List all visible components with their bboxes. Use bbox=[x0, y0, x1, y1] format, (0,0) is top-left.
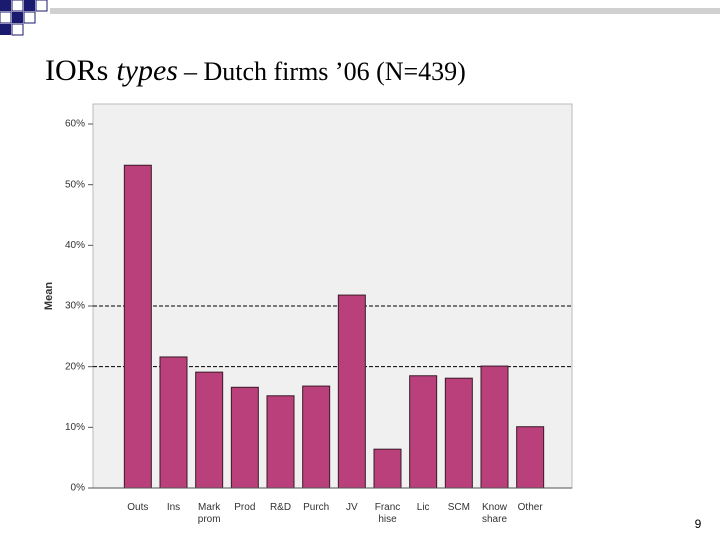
bar bbox=[266, 395, 295, 489]
bar bbox=[302, 385, 331, 489]
y-axis-label: Mean bbox=[43, 282, 55, 310]
x-tick-label: Prod bbox=[234, 502, 255, 513]
x-tick-label-line: Franc bbox=[375, 502, 401, 513]
x-tick-label: Purch bbox=[303, 502, 329, 513]
x-tick-label-line: hise bbox=[378, 514, 397, 525]
y-tick-label: 50% bbox=[65, 179, 85, 190]
bar bbox=[123, 164, 152, 489]
y-tick-label: 60% bbox=[65, 119, 85, 130]
bar bbox=[337, 294, 366, 489]
bar bbox=[159, 356, 188, 489]
bar bbox=[409, 375, 438, 489]
bar bbox=[230, 386, 259, 489]
x-tick-label-line: Other bbox=[518, 502, 544, 513]
x-tick-label-line: Lic bbox=[417, 502, 430, 513]
title-part: IORs bbox=[45, 54, 108, 87]
bar bbox=[516, 426, 545, 489]
slide-number: 9 bbox=[695, 517, 702, 531]
x-tick-label-line: JV bbox=[346, 502, 358, 513]
x-tick-label-line: Outs bbox=[127, 502, 148, 513]
x-tick-label: R&D bbox=[270, 502, 291, 513]
x-tick-label-line: share bbox=[482, 514, 507, 525]
decoration bbox=[0, 0, 720, 36]
x-tick-label: Lic bbox=[417, 502, 430, 513]
x-tick-label-line: Know bbox=[482, 502, 508, 513]
x-tick-label-line: Ins bbox=[167, 502, 180, 513]
y-tick-label: 30% bbox=[65, 301, 85, 312]
title-part: types bbox=[116, 54, 178, 87]
x-tick-label: JV bbox=[346, 502, 358, 513]
y-tick-label: 0% bbox=[71, 483, 86, 494]
x-tick-label-line: Mark bbox=[198, 502, 221, 513]
y-tick-label: 20% bbox=[65, 361, 85, 372]
y-tick-label: 40% bbox=[65, 240, 85, 251]
x-tick-label: SCM bbox=[448, 502, 470, 513]
x-tick-label: Other bbox=[518, 502, 544, 513]
slide-title: IORs types – Dutch firms ’06 (N=439) bbox=[45, 54, 466, 87]
title-part: – Dutch firms ’06 (N=439) bbox=[183, 57, 466, 86]
x-tick-label: Know share bbox=[482, 502, 508, 525]
x-tick-label: Ins bbox=[167, 502, 180, 513]
bar bbox=[195, 371, 224, 489]
x-tick-label: Mark prom bbox=[198, 502, 222, 525]
x-tick-label-line: Purch bbox=[303, 502, 329, 513]
x-tick-label-line: SCM bbox=[448, 502, 470, 513]
x-tick-label-line: Prod bbox=[234, 502, 255, 513]
x-tick-label: Franc hise bbox=[375, 502, 401, 525]
y-tick-label: 10% bbox=[65, 422, 85, 433]
x-tick-label-line: R&D bbox=[270, 502, 291, 513]
bar bbox=[444, 377, 473, 489]
bar bbox=[373, 448, 402, 489]
bar bbox=[480, 365, 509, 489]
x-tick-label-line: prom bbox=[198, 514, 221, 525]
x-tick-label: Outs bbox=[127, 502, 148, 513]
